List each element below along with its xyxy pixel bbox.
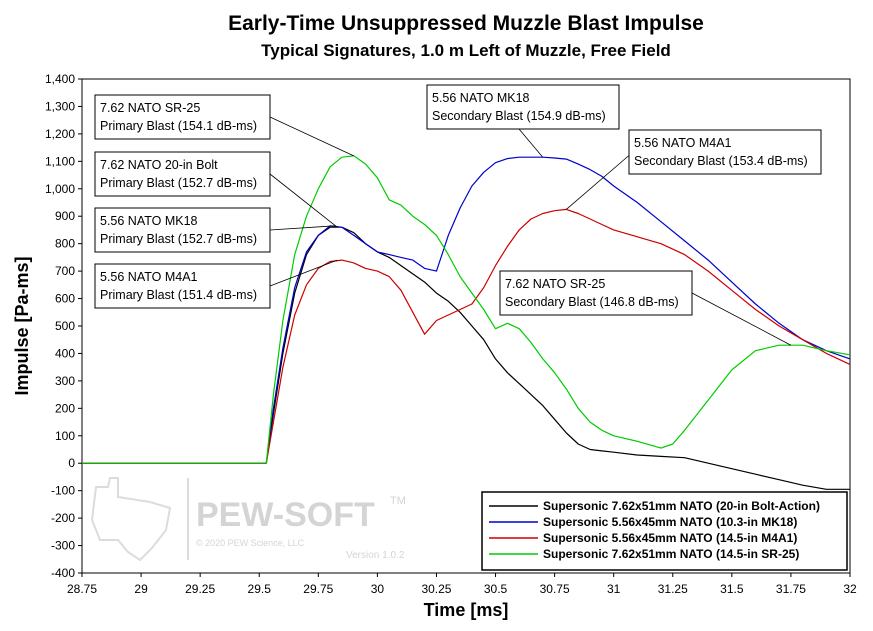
x-tick-label: 31.5 (720, 582, 744, 596)
y-tick-label: 200 (55, 401, 75, 415)
annotation-line2: Primary Blast (154.1 dB-ms) (100, 119, 257, 133)
x-axis-label: Time [ms] (424, 600, 509, 620)
annotation-line2: Secondary Blast (146.8 dB-ms) (505, 295, 679, 309)
annotation-box (426, 84, 620, 130)
annotation-line2: Primary Blast (152.7 dB-ms) (100, 176, 257, 190)
x-tick-label: 30 (371, 582, 385, 596)
annotation-box (499, 270, 693, 316)
y-tick-label: 1,100 (45, 154, 75, 168)
annotation-leader (269, 116, 354, 157)
annotation-callout: 7.62 NATO 20-in Bolt Primary Blast (152.7… (94, 151, 338, 228)
y-tick-label: 1,300 (45, 99, 75, 113)
annotation-line2: Secondary Blast (153.4 dB-ms) (634, 154, 808, 168)
annotation-line1: 7.62 NATO SR-25 (100, 101, 200, 115)
y-tick-label: -400 (51, 566, 75, 580)
annotation-box (94, 207, 271, 253)
annotation-line1: 5.56 NATO MK18 (432, 91, 530, 105)
annotation-callout: 7.62 NATO SR-25 Primary Blast (154.1 dB-m… (94, 94, 354, 157)
watermark-trademark: TM (390, 495, 406, 507)
x-tick-label: 28.75 (67, 582, 97, 596)
y-tick-label: 500 (55, 319, 75, 333)
x-tick-label: 32 (843, 582, 857, 596)
annotation-leader (269, 225, 335, 231)
annotation-line1: 7.62 NATO SR-25 (505, 277, 605, 291)
x-tick-label: 30.5 (484, 582, 508, 596)
annotation-callout: 7.62 NATO SR-25 Secondary Blast (146.8 dB… (499, 270, 792, 346)
x-tick-label: 30.25 (421, 582, 451, 596)
annotation-line1: 5.56 NATO MK18 (100, 214, 198, 228)
y-tick-label: 300 (55, 374, 75, 388)
legend-label-0: Supersonic 7.62x51mm NATO (20-in Bolt-Ac… (543, 499, 820, 513)
annotation-box (94, 94, 271, 140)
y-tick-label: 900 (55, 209, 75, 223)
annotation-leader (691, 292, 792, 346)
x-tick-label: 31 (607, 582, 621, 596)
y-tick-label: -100 (51, 484, 75, 498)
y-tick-label: 700 (55, 264, 75, 278)
y-axis: -400 -300 -200 -100 0 100 200 300 400 500 600 700 80… (45, 72, 82, 580)
y-tick-label: 400 (55, 346, 75, 360)
x-tick-label: 29.25 (185, 582, 215, 596)
annotation-callout: 5.56 NATO M4A1 Secondary Blast (153.4 dB-… (566, 129, 822, 210)
watermark-copyright: © 2020 PEW Science, LLC (196, 538, 305, 548)
annotation-leader (269, 259, 338, 287)
annotation-leader (269, 173, 338, 228)
series-line-1 (82, 156, 851, 464)
annotation-line2: Secondary Blast (154.9 dB-ms) (432, 109, 606, 123)
x-tick-label: 29 (134, 582, 148, 596)
series-line-3 (82, 155, 851, 464)
annotations: 7.62 NATO SR-25 Primary Blast (154.1 dB-m… (94, 84, 822, 346)
annotation-line1: 5.56 NATO M4A1 (634, 136, 732, 150)
annotation-leader (518, 128, 544, 158)
series-line-0 (82, 226, 850, 490)
annotation-line1: 7.62 NATO 20-in Bolt (100, 158, 218, 172)
series-layer (82, 155, 851, 490)
y-tick-label: 1,200 (45, 127, 75, 141)
annotation-line2: Primary Blast (151.4 dB-ms) (100, 288, 257, 302)
y-tick-label: 100 (55, 429, 75, 443)
texas-logo-icon (90, 477, 172, 562)
annotation-box (94, 151, 271, 197)
legend-label-2: Supersonic 5.56x45mm NATO (14.5-in M4A1) (543, 531, 797, 545)
annotation-callout: 5.56 NATO M4A1 Primary Blast (151.4 dB-ms… (94, 259, 338, 309)
series-line-2 (82, 208, 851, 464)
annotation-box (628, 129, 822, 175)
x-tick-label: 31.25 (658, 582, 688, 596)
x-tick-label: 31.75 (776, 582, 806, 596)
annotation-callout: 5.56 NATO MK18 Primary Blast (152.7 dB-ms… (94, 207, 335, 253)
legend-box (481, 491, 848, 571)
watermark-brand: PEW-SOFT (196, 496, 375, 534)
y-axis-label: Impulse [Pa-ms] (12, 256, 32, 395)
legend: Supersonic 7.62x51mm NATO (20-in Bolt-Ac… (481, 491, 848, 571)
x-tick-label: 30.75 (540, 582, 570, 596)
x-tick-label: 29.5 (248, 582, 272, 596)
annotation-line2: Primary Blast (152.7 dB-ms) (100, 232, 257, 246)
y-tick-label: 1,000 (45, 182, 75, 196)
annotation-leader (566, 151, 634, 210)
annotation-line1: 5.56 NATO M4A1 (100, 270, 198, 284)
y-tick-label: -300 (51, 539, 75, 553)
watermark-version: Version 1.0.2 (346, 550, 405, 561)
annotation-callout: 5.56 NATO MK18 Secondary Blast (154.9 dB-… (426, 84, 620, 158)
y-tick-label: 1,400 (45, 72, 75, 86)
x-tick-label: 29.75 (303, 582, 333, 596)
legend-label-1: Supersonic 5.56x45mm NATO (10.3-in MK18) (543, 515, 797, 529)
annotation-box (94, 263, 271, 309)
y-tick-label: -200 (51, 511, 75, 525)
chart-subtitle: Typical Signatures, 1.0 m Left of Muzzle… (261, 41, 671, 60)
y-tick-label: 0 (68, 456, 75, 470)
chart-title: Early-Time Unsuppressed Muzzle Blast Imp… (228, 12, 704, 35)
watermark: PEW-SOFT TM © 2020 PEW Science, LLC Vers… (90, 477, 406, 562)
y-tick-label: 800 (55, 237, 75, 251)
x-axis: 28.75 29 29.25 29.5 29.75 30 30.25 30.5 30.75 31 3… (67, 573, 857, 596)
legend-label-3: Supersonic 7.62x51mm NATO (14.5-in SR-25… (543, 547, 799, 561)
y-tick-label: 600 (55, 292, 75, 306)
